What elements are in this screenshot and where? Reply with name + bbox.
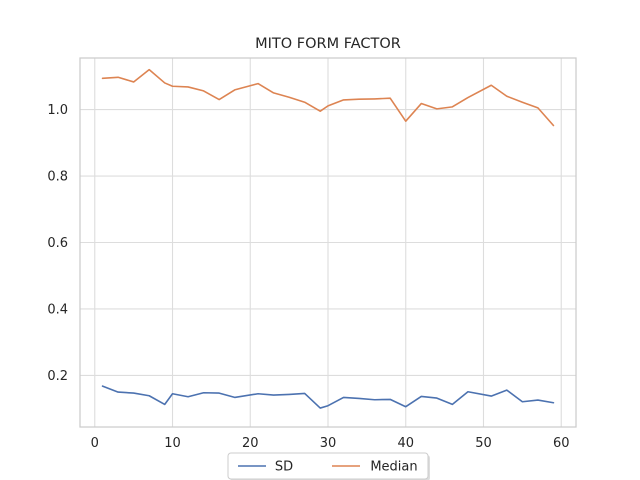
y-tick-label: 0.8 bbox=[47, 170, 68, 185]
legend-label-sd: SD bbox=[275, 460, 293, 475]
x-tick-label: 60 bbox=[553, 436, 570, 451]
legend-label-median: Median bbox=[370, 460, 417, 475]
x-tick-label: 20 bbox=[242, 436, 259, 451]
series-line-sd bbox=[101, 385, 555, 409]
plot-frame bbox=[79, 57, 577, 428]
y-tick-label: 0.6 bbox=[47, 236, 68, 251]
series-lines bbox=[101, 68, 555, 409]
grid bbox=[80, 58, 576, 427]
legend-box bbox=[227, 452, 429, 480]
y-tick-label: 0.4 bbox=[47, 302, 68, 317]
legend: SD Median bbox=[227, 452, 430, 480]
x-tick-label: 50 bbox=[475, 436, 492, 451]
x-tick-label: 10 bbox=[164, 436, 181, 451]
chart-title: MITO FORM FACTOR bbox=[255, 36, 401, 52]
series-line-median bbox=[101, 68, 555, 127]
x-tick-label: 0 bbox=[91, 436, 99, 451]
x-tick-label: 30 bbox=[320, 436, 337, 451]
y-tick-label: 1.0 bbox=[47, 103, 68, 118]
x-tick-label: 40 bbox=[397, 436, 414, 451]
axis-ticks: 0 10 20 30 40 50 60 0.2 0.4 0.6 0.8 1.0 bbox=[47, 103, 569, 451]
y-tick-label: 0.2 bbox=[47, 369, 68, 384]
